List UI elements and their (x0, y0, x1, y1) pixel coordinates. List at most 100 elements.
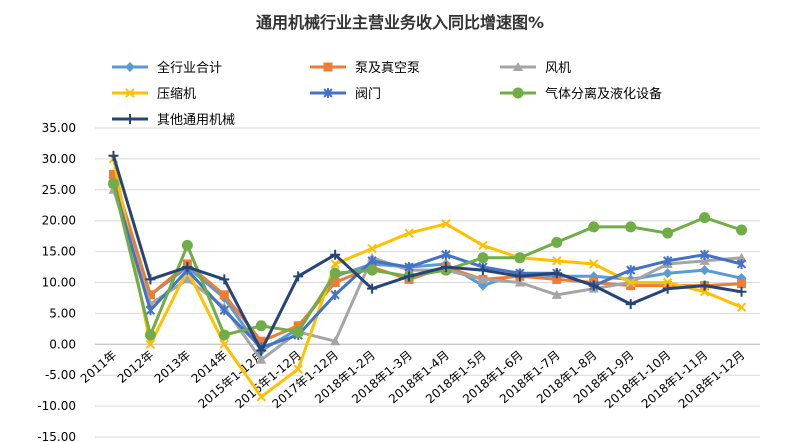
data-point (625, 299, 636, 310)
data-point (625, 221, 637, 233)
data-point (256, 336, 266, 346)
data-point (219, 339, 230, 350)
data-point (588, 280, 599, 291)
data-point (477, 265, 488, 276)
data-point (625, 277, 636, 288)
series-line (112, 183, 742, 349)
data-point (662, 283, 673, 294)
legend-item: 气体分离及液化设备 (500, 86, 662, 102)
data-point (404, 262, 414, 273)
y-tick-label: 30.00 (42, 152, 76, 166)
data-point (513, 62, 523, 71)
data-point (588, 221, 600, 233)
data-point (551, 289, 562, 299)
data-point (662, 268, 673, 279)
legend-item: 阀门 (310, 87, 381, 102)
x-tick-label: 2018年1-12月 (676, 348, 748, 411)
legend-item: 压缩机 (112, 86, 196, 102)
data-point (512, 87, 524, 99)
data-point (736, 258, 747, 269)
data-point (330, 249, 341, 260)
data-point (737, 279, 747, 289)
x-tick-label: 2013年 (152, 348, 194, 386)
data-point (182, 274, 193, 284)
data-point (514, 271, 525, 282)
data-point (367, 255, 377, 266)
data-point (219, 305, 230, 316)
data-point (293, 321, 303, 331)
data-point (108, 169, 118, 179)
data-point (323, 88, 333, 98)
data-point (552, 256, 562, 266)
data-point (736, 302, 747, 312)
legend-label: 压缩机 (157, 86, 196, 102)
x-axis-ticks: 2011年2012年2013年2014年2015年1-12月2016年1-12月… (78, 348, 748, 411)
data-point (367, 283, 378, 294)
data-point (330, 336, 341, 346)
x-tick-label: 2012年 (115, 348, 157, 386)
data-point (662, 227, 674, 239)
data-point (182, 262, 193, 273)
data-point (477, 252, 489, 264)
data-point (551, 268, 562, 279)
y-tick-label: -15.00 (37, 430, 76, 442)
data-point (589, 259, 599, 269)
y-axis-ticks: 35.00 30.00 25.00 20.00 15.00 10.00 5.00 0.00 -5… (37, 121, 76, 442)
data-point (145, 305, 156, 316)
data-point (367, 243, 377, 254)
data-point (145, 290, 155, 300)
legend-label: 风机 (545, 61, 571, 76)
y-tick-label: 0.00 (49, 337, 76, 351)
data-point (441, 249, 451, 260)
y-tick-label: 15.00 (42, 245, 76, 259)
y-tick-label: -5.00 (45, 368, 76, 382)
data-point (514, 277, 525, 287)
x-tick-label: 2011年 (78, 348, 120, 386)
data-point (219, 274, 230, 285)
y-tick-label: 25.00 (42, 183, 76, 197)
series-2 (108, 169, 747, 346)
data-point (330, 278, 340, 287)
legend-item: 风机 (500, 61, 571, 76)
data-point (699, 287, 710, 297)
data-point (256, 345, 267, 356)
chart-title: 通用机械行业主营业务收入同比增速图% (256, 13, 544, 32)
data-point (219, 290, 229, 300)
legend-label: 全行业合计 (157, 60, 222, 76)
data-point (108, 150, 119, 161)
data-point (699, 265, 710, 276)
data-point (293, 271, 304, 282)
data-point (699, 280, 710, 291)
data-point (736, 224, 748, 236)
data-point (256, 392, 266, 402)
y-tick-label: 35.00 (42, 121, 76, 135)
data-point (366, 264, 378, 276)
data-point (145, 339, 156, 350)
data-point (144, 329, 156, 341)
legend-label: 阀门 (355, 87, 381, 102)
data-point (404, 271, 415, 282)
series-line (112, 173, 742, 343)
series-line (112, 176, 742, 352)
legend-item: 泵及真空泵 (310, 61, 420, 76)
series-line (112, 155, 742, 352)
y-tick-label: -10.00 (37, 399, 76, 413)
data-point (218, 329, 230, 341)
data-point (255, 320, 267, 332)
legend-label: 其他通用机械 (157, 113, 235, 128)
data-point (662, 255, 673, 266)
data-point (699, 255, 710, 265)
data-point (699, 249, 710, 260)
data-point (107, 178, 119, 190)
data-point (662, 277, 673, 288)
data-point (514, 252, 526, 264)
data-point (736, 252, 747, 262)
data-point (292, 326, 304, 338)
series-line (112, 158, 743, 399)
data-point (256, 354, 267, 364)
series-7 (108, 150, 747, 356)
data-point (145, 274, 156, 285)
data-point (181, 239, 193, 251)
